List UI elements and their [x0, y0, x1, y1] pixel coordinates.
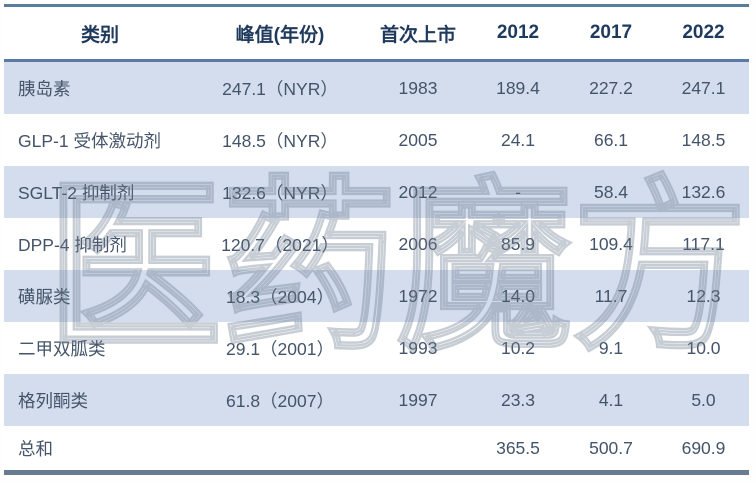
cell-2022: 117.1	[682, 233, 725, 254]
header-cell-2012: 2012	[496, 22, 540, 43]
cell-peak-value: 148.5（NYR）	[222, 130, 338, 151]
cell-2017: 58.4	[593, 181, 629, 202]
cell-2022: 5.0	[691, 389, 716, 410]
cell-2022: 10.0	[686, 337, 721, 358]
cell-2022: 690.9	[681, 437, 726, 458]
data-table: 类别 峰值(年份) 首次上市 2012 2017 2022 胰岛素 247.1（…	[4, 4, 749, 475]
cell-category: 总和	[18, 438, 53, 459]
cell-2017: 11.7	[594, 285, 628, 306]
cell-peak-value: 120.7（2021）	[221, 234, 339, 255]
cell-2012: -	[515, 181, 521, 202]
cell-first-launch: 2006	[398, 233, 438, 254]
cell-2017: 4.1	[598, 389, 624, 410]
cell-2022: 247.1	[681, 77, 726, 98]
table-row-dpp4: DPP-4 抑制剂 120.7（2021） 2006 85.9 109.4 11…	[4, 218, 749, 270]
cell-category: DPP-4 抑制剂	[18, 234, 127, 255]
cell-peak-value: 29.1（2001）	[226, 338, 334, 359]
cell-first-launch: 2005	[398, 129, 438, 150]
cell-category: 格列酮类	[18, 390, 88, 411]
cell-peak-value: 247.1（NYR）	[222, 78, 338, 99]
cell-first-launch: 1972	[398, 285, 438, 306]
cell-2012: 189.4	[496, 77, 540, 98]
cell-first-launch: 1983	[398, 77, 438, 98]
cell-2012: 85.9	[500, 233, 536, 254]
cell-2017: 9.1	[598, 337, 624, 358]
cell-peak-value: 61.8（2007）	[226, 390, 334, 411]
table-header-row: 类别 峰值(年份) 首次上市 2012 2017 2022	[4, 7, 749, 62]
cell-2012: 365.5	[496, 437, 540, 458]
table-row-total: 总和 365.5 500.7 690.9	[4, 426, 749, 475]
cell-2012: 23.3	[500, 389, 536, 410]
cell-2012: 24.1	[500, 129, 536, 150]
cell-2012: 10.2	[500, 337, 536, 358]
table-row-glp1: GLP-1 受体激动剂 148.5（NYR） 2005 24.1 66.1 14…	[4, 114, 749, 166]
cell-2017: 227.2	[589, 77, 633, 98]
cell-2017: 500.7	[589, 437, 633, 458]
cell-2012: 14.0	[500, 285, 536, 306]
cell-peak-value: 132.6（NYR）	[222, 182, 338, 203]
cell-first-launch: 1993	[398, 337, 438, 358]
cell-peak-value: 18.3（2004）	[226, 286, 334, 307]
cell-category: 胰岛素	[18, 78, 71, 99]
cell-category: SGLT-2 抑制剂	[18, 182, 135, 203]
cell-category: GLP-1 受体激动剂	[18, 130, 161, 151]
table-row-metformin: 二甲双胍类 29.1（2001） 1993 10.2 9.1 10.0	[4, 322, 749, 374]
cell-2022: 12.3	[686, 285, 721, 306]
cell-first-launch: 1997	[398, 389, 438, 410]
header-cell-2017: 2017	[589, 22, 633, 43]
cell-2017: 109.4	[589, 233, 633, 254]
cell-category: 二甲双胍类	[18, 338, 106, 359]
table-row-glitazone: 格列酮类 61.8（2007） 1997 23.3 4.1 5.0	[4, 374, 749, 426]
cell-2017: 66.1	[593, 129, 629, 150]
table-row-insulin: 胰岛素 247.1（NYR） 1983 189.4 227.2 247.1	[4, 62, 749, 114]
header-cell-first-launch: 首次上市	[379, 24, 456, 46]
header-cell-2022: 2022	[682, 22, 725, 43]
cell-2022: 148.5	[681, 129, 726, 150]
header-cell-peak: 峰值(年份)	[235, 24, 325, 46]
header-cell-category: 类别	[80, 24, 119, 46]
table-row-sulfonylurea: 磺脲类 18.3（2004） 1972 14.0 11.7 12.3	[4, 270, 749, 322]
cell-first-launch: 2012	[398, 181, 438, 202]
table-row-sglt2: SGLT-2 抑制剂 132.6（NYR） 2012 - 58.4 132.6	[4, 166, 749, 218]
cell-2022: 132.6	[681, 181, 726, 202]
cell-category: 磺脲类	[18, 286, 71, 307]
